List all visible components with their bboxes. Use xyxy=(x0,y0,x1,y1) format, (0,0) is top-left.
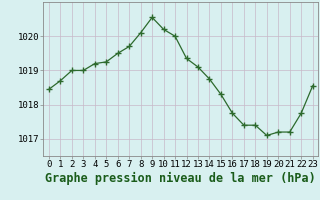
X-axis label: Graphe pression niveau de la mer (hPa): Graphe pression niveau de la mer (hPa) xyxy=(45,172,316,185)
